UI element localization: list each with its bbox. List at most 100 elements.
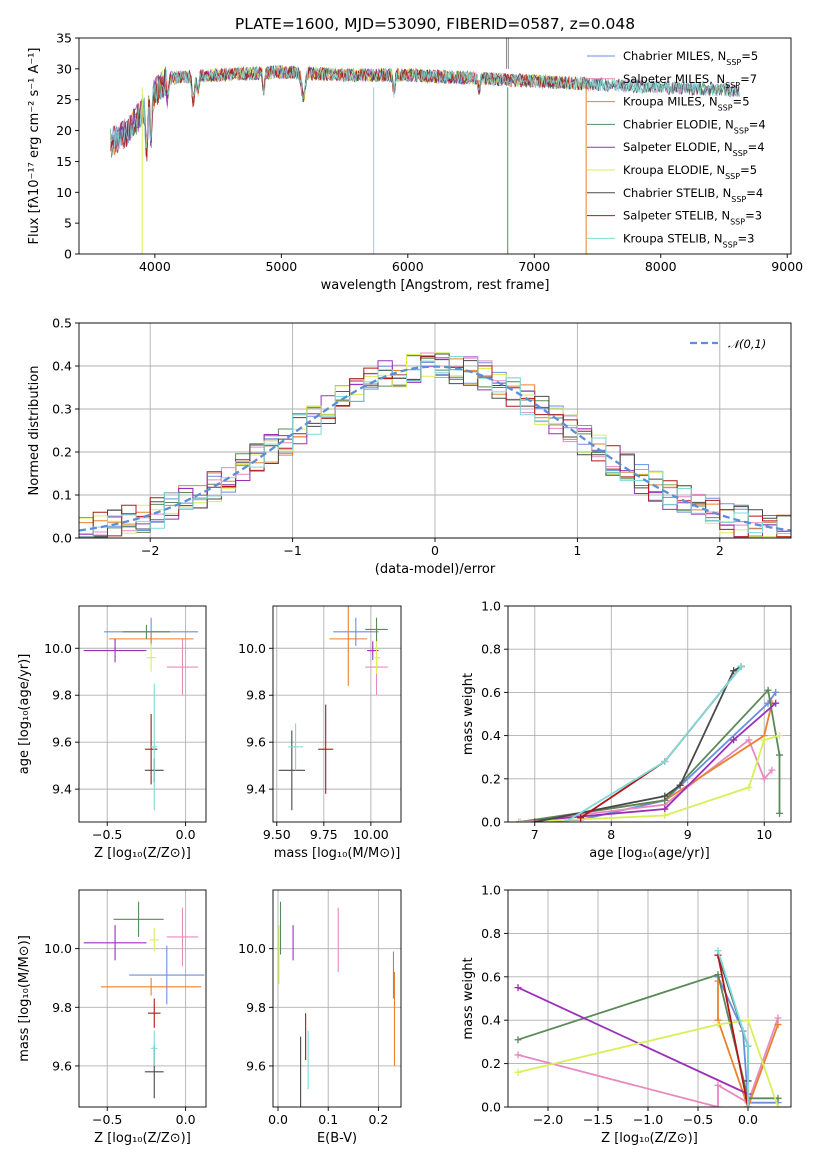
x-tick-label: 8000 xyxy=(645,259,677,274)
plot-frame xyxy=(78,889,207,1108)
weight-marker xyxy=(577,814,585,822)
x-tick-label: 0 xyxy=(431,543,439,558)
weight-marker xyxy=(776,809,784,817)
y-axis-label: age [log₁₀(age/yr)] xyxy=(17,654,32,775)
x-axis-label: E(B-V) xyxy=(317,1131,357,1146)
y-tick-label: 30 xyxy=(56,61,72,76)
x-tick-label: 0.0 xyxy=(176,827,196,842)
weight-line-6 xyxy=(517,1019,779,1107)
errorbar-point xyxy=(278,730,305,811)
y-tick-label: 9.6 xyxy=(246,735,266,750)
spectrum-plot xyxy=(110,38,740,254)
legend-label: Kroupa STELIB, NSSP=3 xyxy=(623,231,755,249)
weight-line-4 xyxy=(517,973,778,1100)
y-axis-label: Normed distribution xyxy=(27,366,42,496)
weight-marker xyxy=(514,984,522,992)
plot-frame xyxy=(78,605,207,823)
y-tick-label: 0.1 xyxy=(52,488,72,503)
y-tick-label: 0.0 xyxy=(481,1100,501,1115)
y-tick-label: 0.6 xyxy=(481,685,501,700)
x-axis-label: Z [log₁₀(Z/Z⊙)] xyxy=(601,1131,698,1146)
y-tick-label: 0.2 xyxy=(481,771,501,786)
mass-weight-vs-z-axes xyxy=(508,889,791,1108)
y-tick-label: 10.0 xyxy=(238,641,266,656)
weight-marker xyxy=(737,662,745,670)
y-tick-label: 9.8 xyxy=(246,1000,266,1015)
weight-marker xyxy=(714,947,722,955)
x-tick-label: −2.0 xyxy=(533,1112,563,1127)
y-tick-label: 9.4 xyxy=(246,782,266,797)
x-tick-label: −1 xyxy=(283,543,301,558)
y-tick-label: 10 xyxy=(56,185,72,200)
weight-marker xyxy=(768,766,776,774)
y-axis-label: Flux [fλ10⁻¹⁷ erg cm⁻² s⁻¹ A⁻¹] xyxy=(27,48,42,245)
y-tick-label: 0.8 xyxy=(481,926,501,941)
y-tick-label: 10.0 xyxy=(44,641,72,656)
y-tick-label: 0.4 xyxy=(481,1013,501,1028)
y-tick-label: 9.8 xyxy=(246,688,266,703)
mass-weight-vs-age-plot xyxy=(515,662,784,822)
y-axis-label: mass weight xyxy=(461,673,476,755)
y-tick-label: 25 xyxy=(56,92,72,107)
errorbar-point xyxy=(365,617,388,642)
y-tick-label: 35 xyxy=(56,31,72,46)
weight-marker xyxy=(515,818,523,822)
legend-label: Salpeter ELODIE, NSSP=4 xyxy=(623,140,765,158)
errorbar-point xyxy=(144,714,158,785)
errorbar-point xyxy=(122,624,170,639)
x-tick-label: 8 xyxy=(607,827,615,842)
legend-label: Chabrier STELIB, NSSP=4 xyxy=(623,186,763,204)
errorbar-point xyxy=(129,945,205,1005)
weight-marker xyxy=(744,1103,752,1107)
legend-label: Salpeter MILES, NSSP=7 xyxy=(623,72,757,90)
x-tick-label: 9.75 xyxy=(310,827,338,842)
x-tick-label: 9000 xyxy=(771,259,803,274)
x-tick-label: −0.5 xyxy=(92,827,122,842)
legend-nssp-value: 3 xyxy=(755,209,762,223)
weight-marker xyxy=(776,732,784,740)
x-axis-label: Z [log₁₀(Z/Z⊙)] xyxy=(94,846,191,861)
weight-marker xyxy=(776,751,784,759)
legend-series-name: Kroupa MILES xyxy=(623,95,702,109)
weight-marker xyxy=(772,688,780,696)
age-vs-mass-plot xyxy=(278,606,388,811)
errorbar-point xyxy=(83,638,147,663)
x-axis-label: age [log₁₀(age/yr)] xyxy=(589,846,710,861)
y-axis-label: mass [log₁₀(M/M⊙)] xyxy=(17,935,32,1062)
y-tick-label: 0.2 xyxy=(481,1056,501,1071)
x-axis-label: mass [log₁₀(M/M⊙)] xyxy=(274,846,401,861)
y-tick-label: 9.6 xyxy=(52,735,72,750)
mass-vs-z-plot xyxy=(83,901,205,1099)
legend-label: Chabrier ELODIE, NSSP=4 xyxy=(623,117,766,135)
mass-vs-z-frame: −0.5 0.0 9.6 9.8 10.0 Z [log₁₀(Z/Z⊙)] mass [lo… xyxy=(17,889,207,1146)
x-tick-label: −1.5 xyxy=(583,1112,613,1127)
mass-weight-vs-age-frame: 7 8 9 10 0.0 0.2 0.4 0.6 0.8 1.0 age [log₁₀(age/yr… xyxy=(461,599,792,861)
weight-marker xyxy=(514,1036,522,1044)
weight-marker xyxy=(772,699,780,707)
weight-marker xyxy=(774,1014,782,1022)
weight-marker xyxy=(714,1103,722,1107)
residual-histogram-frame: −2 −1 0 1 2 0.0 0.1 0.2 0.3 0.4 0.5 (data-model)/er… xyxy=(27,316,792,577)
errorbar-point xyxy=(147,998,161,1028)
weight-marker xyxy=(774,1103,782,1107)
y-tick-label: 0.8 xyxy=(481,642,501,657)
weight-marker xyxy=(514,1051,522,1059)
legend-series-name: Salpeter STELIB xyxy=(623,209,714,223)
x-tick-label: 0.1 xyxy=(318,1112,338,1127)
weight-marker xyxy=(774,1021,782,1029)
weight-marker xyxy=(745,783,753,791)
plot-frame xyxy=(507,889,792,1108)
errorbar-point xyxy=(166,638,199,696)
errorbar-point xyxy=(108,634,194,644)
age-vs-mass-axes xyxy=(273,606,401,822)
x-tick-label: 0.0 xyxy=(738,1112,758,1127)
weight-line-1 xyxy=(717,976,778,1104)
legend-series-name: Chabrier ELODIE xyxy=(623,117,718,131)
plot-frame xyxy=(78,37,792,255)
y-tick-label: 0.4 xyxy=(52,359,72,374)
legend-nssp-value: 5 xyxy=(750,163,757,177)
y-tick-label: 0.6 xyxy=(481,969,501,984)
y-tick-label: 0.2 xyxy=(52,445,72,460)
errorbar-point xyxy=(149,928,159,952)
